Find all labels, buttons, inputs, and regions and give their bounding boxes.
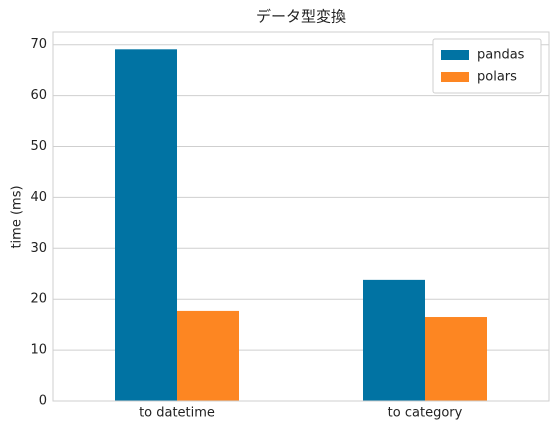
x-tick-label: to category <box>388 406 463 421</box>
legend-swatch <box>441 72 469 82</box>
y-tick-label: 20 <box>30 292 47 307</box>
y-tick-label: 50 <box>30 139 47 154</box>
y-tick-label: 40 <box>30 190 47 205</box>
legend-label: polars <box>477 70 517 85</box>
bar <box>115 49 177 401</box>
bar <box>177 310 239 401</box>
bar <box>363 279 425 401</box>
y-axis-label: time (ms) <box>10 185 25 248</box>
x-tick-label: to datetime <box>139 406 215 421</box>
bar <box>425 317 487 401</box>
y-tick-label: 10 <box>30 343 47 358</box>
legend-label: pandas <box>477 48 525 63</box>
chart-title: データ型変換 <box>256 8 346 26</box>
plot-frame <box>52 31 550 402</box>
legend-swatch <box>441 50 469 60</box>
y-tick-label: 0 <box>39 394 47 409</box>
y-tick-label: 30 <box>30 241 47 256</box>
y-tick-label: 60 <box>30 88 47 103</box>
y-tick-label: 70 <box>30 37 47 52</box>
